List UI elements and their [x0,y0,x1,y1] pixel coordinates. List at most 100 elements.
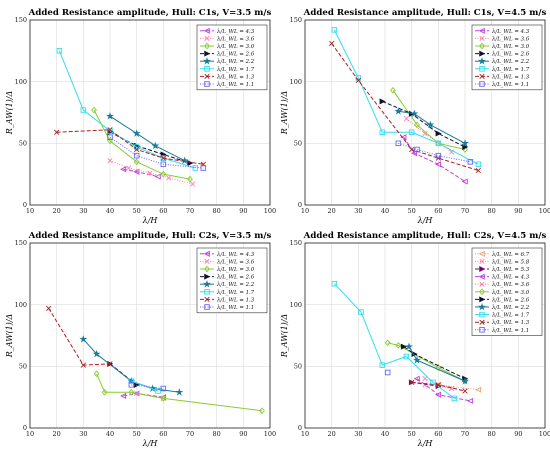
data-point [133,168,140,175]
legend-label: λ/L_WL = 1.3 [491,320,530,326]
legend-entry: λ/L_WL = 3.6 [475,281,530,288]
y-tick-label: 100 [15,78,27,86]
legend-entry: λ/L_WL = 3.6 [475,35,530,42]
legend-label: λ/L_WL = 2.6 [216,275,255,281]
x-tick-label: 80 [488,207,496,215]
legend-label: λ/L_WL = 2.6 [216,52,255,58]
data-point [175,388,184,396]
y-tick-label: 50 [294,363,302,371]
y-axis-label: R_AW(1)/Δ [5,314,14,359]
x-tick-label: 80 [213,430,221,438]
x-tick-label: 60 [434,207,442,215]
series-2 [107,157,196,187]
x-tick-label: 20 [328,207,336,215]
legend-label: λ/L_WL = 5.8 [491,259,530,265]
data-point [403,116,409,122]
legend-entry: λ/L_WL = 1.1 [475,327,529,334]
legend-label: λ/L_WL = 1.7 [491,67,530,73]
legend-label: λ/L_WL = 2.2 [491,305,530,311]
data-point [166,175,172,181]
data-point [128,378,135,384]
legend-label: λ/L_WL = 1.7 [216,290,255,296]
series-line [333,29,479,165]
axes-frame [304,19,546,206]
legend-entry: λ/L_WL = 2.2 [200,57,255,65]
x-tick-label: 60 [159,207,167,215]
data-point [413,375,420,382]
series-line [392,90,466,150]
data-point [435,391,442,398]
data-point [405,342,413,350]
x-tick-label: 40 [106,207,114,215]
legend-swatch-marker [479,311,485,318]
data-point [395,341,402,349]
legend-entry: λ/L_WL = 2.2 [200,280,255,288]
data-point [147,170,153,176]
series-7 [329,40,481,174]
series-line [93,109,191,180]
legend-label: λ/L_WL = 3.6 [216,259,255,265]
data-point [120,166,127,173]
x-tick-label: 30 [79,207,87,215]
data-point [329,40,335,47]
series-line [382,100,466,148]
legend-entry: λ/L_WL = 1.7 [475,66,530,73]
axes-frame [304,242,546,429]
data-point [132,129,141,137]
data-point [200,165,207,171]
legend-label: λ/L_WL = 3.0 [491,290,530,296]
series-8 [405,342,469,385]
data-point [384,369,391,376]
chart-title: Added Resistance amplitude, Hull: C1s, V… [303,8,547,18]
x-tick-label: 50 [408,430,416,438]
y-tick-label: 50 [19,140,27,148]
data-point [133,158,140,166]
data-point [151,141,160,150]
legend-entry: λ/L_WL = 3.0 [200,265,255,273]
legend-label: λ/L_WL = 1.1 [491,82,529,88]
legend: λ/L_WL = 4.3λ/L_WL = 3.6 λ/L_WL = 3.0 λ/L_… [196,24,268,91]
legend-entry: λ/L_WL = 1.3 [200,296,255,303]
x-tick-label: 60 [434,430,442,438]
data-point [435,140,442,147]
data-point [120,392,127,399]
data-point [80,107,87,113]
series-8 [395,140,474,165]
x-tick-label: 70 [186,207,194,215]
legend-swatch-marker [478,250,485,257]
data-point [462,144,469,151]
axes-frame [29,19,271,206]
legend-swatch-marker [204,66,210,72]
legend-label: λ/L_WL = 1.1 [491,328,529,334]
legend-label: λ/L_WL = 5.3 [491,267,530,273]
legend-entry: λ/L_WL = 4.3 [475,273,530,281]
series-5 [422,376,455,392]
legend-swatch-marker [479,35,485,42]
legend-label: λ/L_WL = 3.6 [216,36,255,42]
data-point [331,280,338,287]
legend-label: λ/L_WL = 1.7 [216,67,255,73]
data-point [155,388,161,394]
data-point [449,149,455,155]
legend-entry: λ/L_WL = 2.2 [475,302,530,311]
legend-label: λ/L_WL = 2.6 [491,297,530,303]
data-point [400,134,407,141]
legend-swatch-marker [479,288,485,296]
legend-label: λ/L_WL = 4.3 [216,29,255,35]
series-line [403,136,466,182]
chart-title: Added Resistance amplitude, Hull: C2s, V… [303,231,547,241]
legend-swatch-marker [479,42,485,50]
legend-swatch-marker [204,289,210,295]
data-point [394,107,403,115]
series-line [398,110,466,144]
legend-entry: λ/L_WL = 3.0 [475,288,530,296]
data-point [475,386,482,393]
legend-entry: λ/L_WL = 1.7 [200,289,255,296]
legend-entry: λ/L_WL = 6.7 [475,250,530,258]
x-tick-label: 70 [461,207,469,215]
legend-box [471,24,543,91]
data-point [379,362,386,368]
data-point [435,130,442,137]
x-tick-label: 60 [159,430,167,438]
